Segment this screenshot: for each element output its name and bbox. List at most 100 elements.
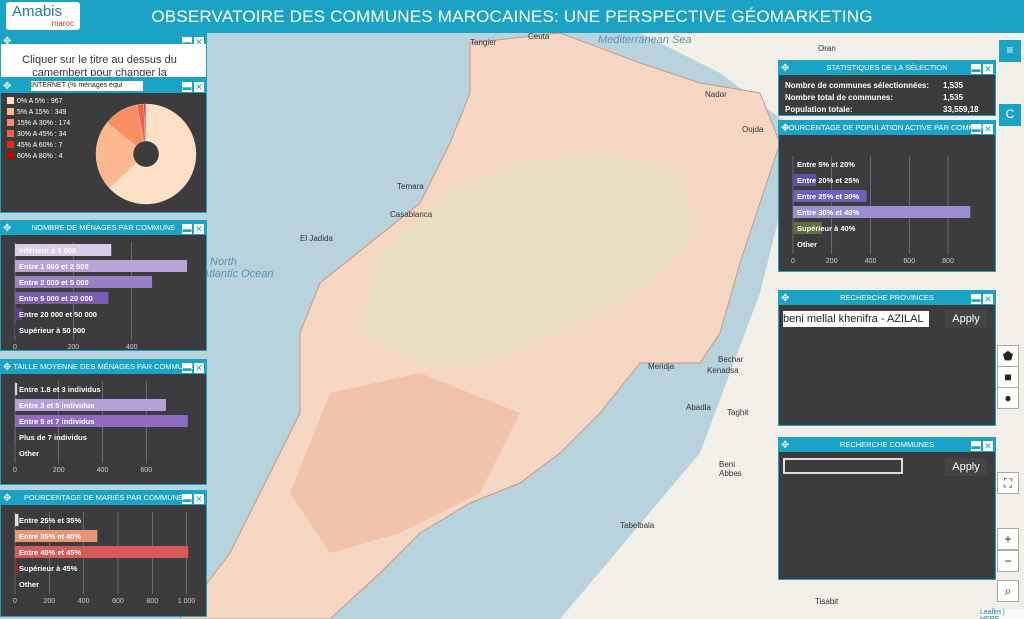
title-bar[interactable]: STATISTIQUES DE LA SÉLECTION ✥ ▬ ✕ <box>779 61 995 75</box>
title-bar[interactable]: POURCENTAGE DE MARIÉS PAR COMMUNE ✥ ▬ ✕ <box>1 491 206 505</box>
provinces-panel: RECHERCHE PROVINCES ✥ ▬ ✕ beni mellal kheni… <box>778 290 996 426</box>
title-bar[interactable]: TAILLE MOYENNE DES MÉNAGES PAR COMMUNE ✥ ▬… <box>1 360 206 374</box>
move-handle: ✥ <box>3 36 12 44</box>
minimize-button[interactable]: ▬ <box>971 441 981 451</box>
move-handle: ✥ <box>781 63 790 74</box>
bar <box>793 190 867 202</box>
close-button[interactable]: ✕ <box>983 124 993 134</box>
pie-slice <box>95 122 137 189</box>
menu-button[interactable]: ≡ <box>999 40 1021 62</box>
category-label: Entre 35% et 40% <box>19 532 81 541</box>
bar <box>15 530 98 542</box>
x-tick-label: 400 <box>126 344 138 351</box>
map-label: El Jadida <box>300 234 333 243</box>
category-label: Entre 20 000 et 50 000 <box>19 310 97 319</box>
map-label: Atlantic Ocean <box>202 268 274 280</box>
fullscreen[interactable]: ⛶ <box>997 472 1019 494</box>
logo[interactable]: Amabis maroc <box>6 2 80 30</box>
bar <box>15 276 153 288</box>
bar <box>793 174 817 186</box>
attribution[interactable]: Leaflet | HERE <box>980 609 1024 619</box>
minimize-button[interactable]: ▬ <box>182 494 192 504</box>
map-label: Mediterranean Sea <box>598 34 692 46</box>
move-handle: ✥ <box>781 440 790 451</box>
title-bar[interactable]: RECHERCHE PROVINCES ✥ ▬ ✕ <box>779 291 995 305</box>
header: Amabis maroc OBSERVATOIRE DES COMMUNES MA… <box>0 0 1024 33</box>
legend-swatch <box>7 119 14 126</box>
bar <box>793 206 971 218</box>
title-bar[interactable]: RECHERCHE COMMUNES ✥ ▬ ✕ <box>779 438 995 452</box>
stat-label: Nombre de communes sélectionnées: <box>785 81 930 90</box>
stat-value: 1,535 <box>943 81 964 90</box>
logo-sub: maroc <box>51 19 74 28</box>
bar <box>15 431 17 443</box>
draw-circle[interactable]: ● <box>997 387 1019 409</box>
map-label: Taghit <box>727 408 749 417</box>
theme-select[interactable]: INTERNET (% ménages équi <box>31 81 143 91</box>
stat-row: Population totale: 33,559,18 <box>785 105 981 115</box>
bar <box>793 158 794 170</box>
apply-button[interactable]: Apply <box>945 310 987 328</box>
close-button[interactable]: ✕ <box>194 224 204 234</box>
search[interactable]: ⌕ <box>997 580 1019 602</box>
x-tick-label: 800 <box>146 598 158 605</box>
apply-button[interactable]: Apply <box>945 458 987 476</box>
move-handle: ✥ <box>3 493 12 504</box>
province-select[interactable]: beni mellal khenifra - AZILAL <box>783 311 929 327</box>
close-button[interactable]: ✕ <box>983 294 993 304</box>
minimize-button[interactable]: ▬ <box>971 294 981 304</box>
chart-panel: POURCENTAGE DE POPULATION ACTIVE PAR COM… <box>778 120 996 272</box>
map-label: Casablanca <box>390 210 433 219</box>
map-label: Oran <box>818 44 836 53</box>
title-bar[interactable]: POURCENTAGE DE POPULATION ACTIVE PAR COM… <box>779 121 995 135</box>
minimize-button[interactable]: ▬ <box>971 64 981 74</box>
x-tick-label: 0 <box>791 258 795 265</box>
close-button[interactable]: ✕ <box>194 494 204 504</box>
map-label: Nador <box>705 90 727 99</box>
close-button[interactable]: ✕ <box>983 64 993 74</box>
draw-polygon[interactable]: ⬟ <box>997 345 1019 367</box>
move-handle: ✥ <box>781 293 790 304</box>
minimize-button[interactable]: ▬ <box>182 82 192 92</box>
x-tick-label: 600 <box>140 467 152 474</box>
close-button[interactable]: ✕ <box>194 82 204 92</box>
stat-label: Population totale: <box>785 105 853 114</box>
pie-chart: 0% A 5% : 967 5% A 15% : 349 15% A 30% : 1… <box>7 97 197 205</box>
zoom-in[interactable]: + <box>997 528 1019 550</box>
category-label: Entre 3 et 5 individus <box>19 401 94 410</box>
category-label: Inférieur à 1 000 <box>19 246 76 255</box>
side-button[interactable]: C <box>999 104 1021 126</box>
x-tick-label: 600 <box>903 258 915 265</box>
bar-chart: 0 200 400 Inférieur à 1 000 Entre 1 000 et 2… <box>13 242 188 351</box>
stat-row: Nombre de communes sélectionnées: 1,535 <box>785 81 981 93</box>
category-label: Supérieur à 50 000 <box>19 326 85 335</box>
close-button[interactable]: ✕ <box>983 441 993 451</box>
minimize-button[interactable]: ▬ <box>182 363 192 373</box>
window-icons: ▬ ✕ <box>180 223 204 235</box>
close-button[interactable]: ✕ <box>194 37 204 44</box>
map-label: Tisabit <box>815 597 839 606</box>
commune-input[interactable] <box>783 458 903 474</box>
bar <box>15 514 19 526</box>
zoom-out[interactable]: − <box>997 550 1019 572</box>
map-label: Tabelbala <box>620 521 655 530</box>
draw-rectangle[interactable]: ■ <box>997 366 1019 388</box>
map-label: Ceuta <box>528 32 550 41</box>
minimize-button[interactable]: ▬ <box>182 37 192 44</box>
x-tick-label: 600 <box>112 598 124 605</box>
bar <box>15 399 166 411</box>
title-bar[interactable]: ✥ ▬ ✕ <box>1 34 206 44</box>
bar-chart: 0 200 400 600 Entre 1.8 et 3 individus Entre … <box>13 381 188 474</box>
window-icons: ▬ ✕ <box>969 63 993 75</box>
minimize-button[interactable]: ▬ <box>971 124 981 134</box>
title-bar[interactable]: NOMBRE DE MÉNAGES PAR COMMUNE ✥ ▬ ✕ <box>1 221 206 235</box>
legend-swatch <box>7 141 14 148</box>
x-tick-label: 0 <box>13 344 17 351</box>
close-button[interactable]: ✕ <box>194 363 204 373</box>
minimize-button[interactable]: ▬ <box>182 224 192 234</box>
legend-swatch <box>7 130 14 137</box>
pie-panel: ✥ ▬ ✕ INTERNET (% ménages équi 0% A 5% : 9… <box>0 78 207 213</box>
bar <box>15 292 109 304</box>
category-label: Supérieur à 40% <box>797 224 856 233</box>
window-icons: ▬ ✕ <box>969 440 993 452</box>
